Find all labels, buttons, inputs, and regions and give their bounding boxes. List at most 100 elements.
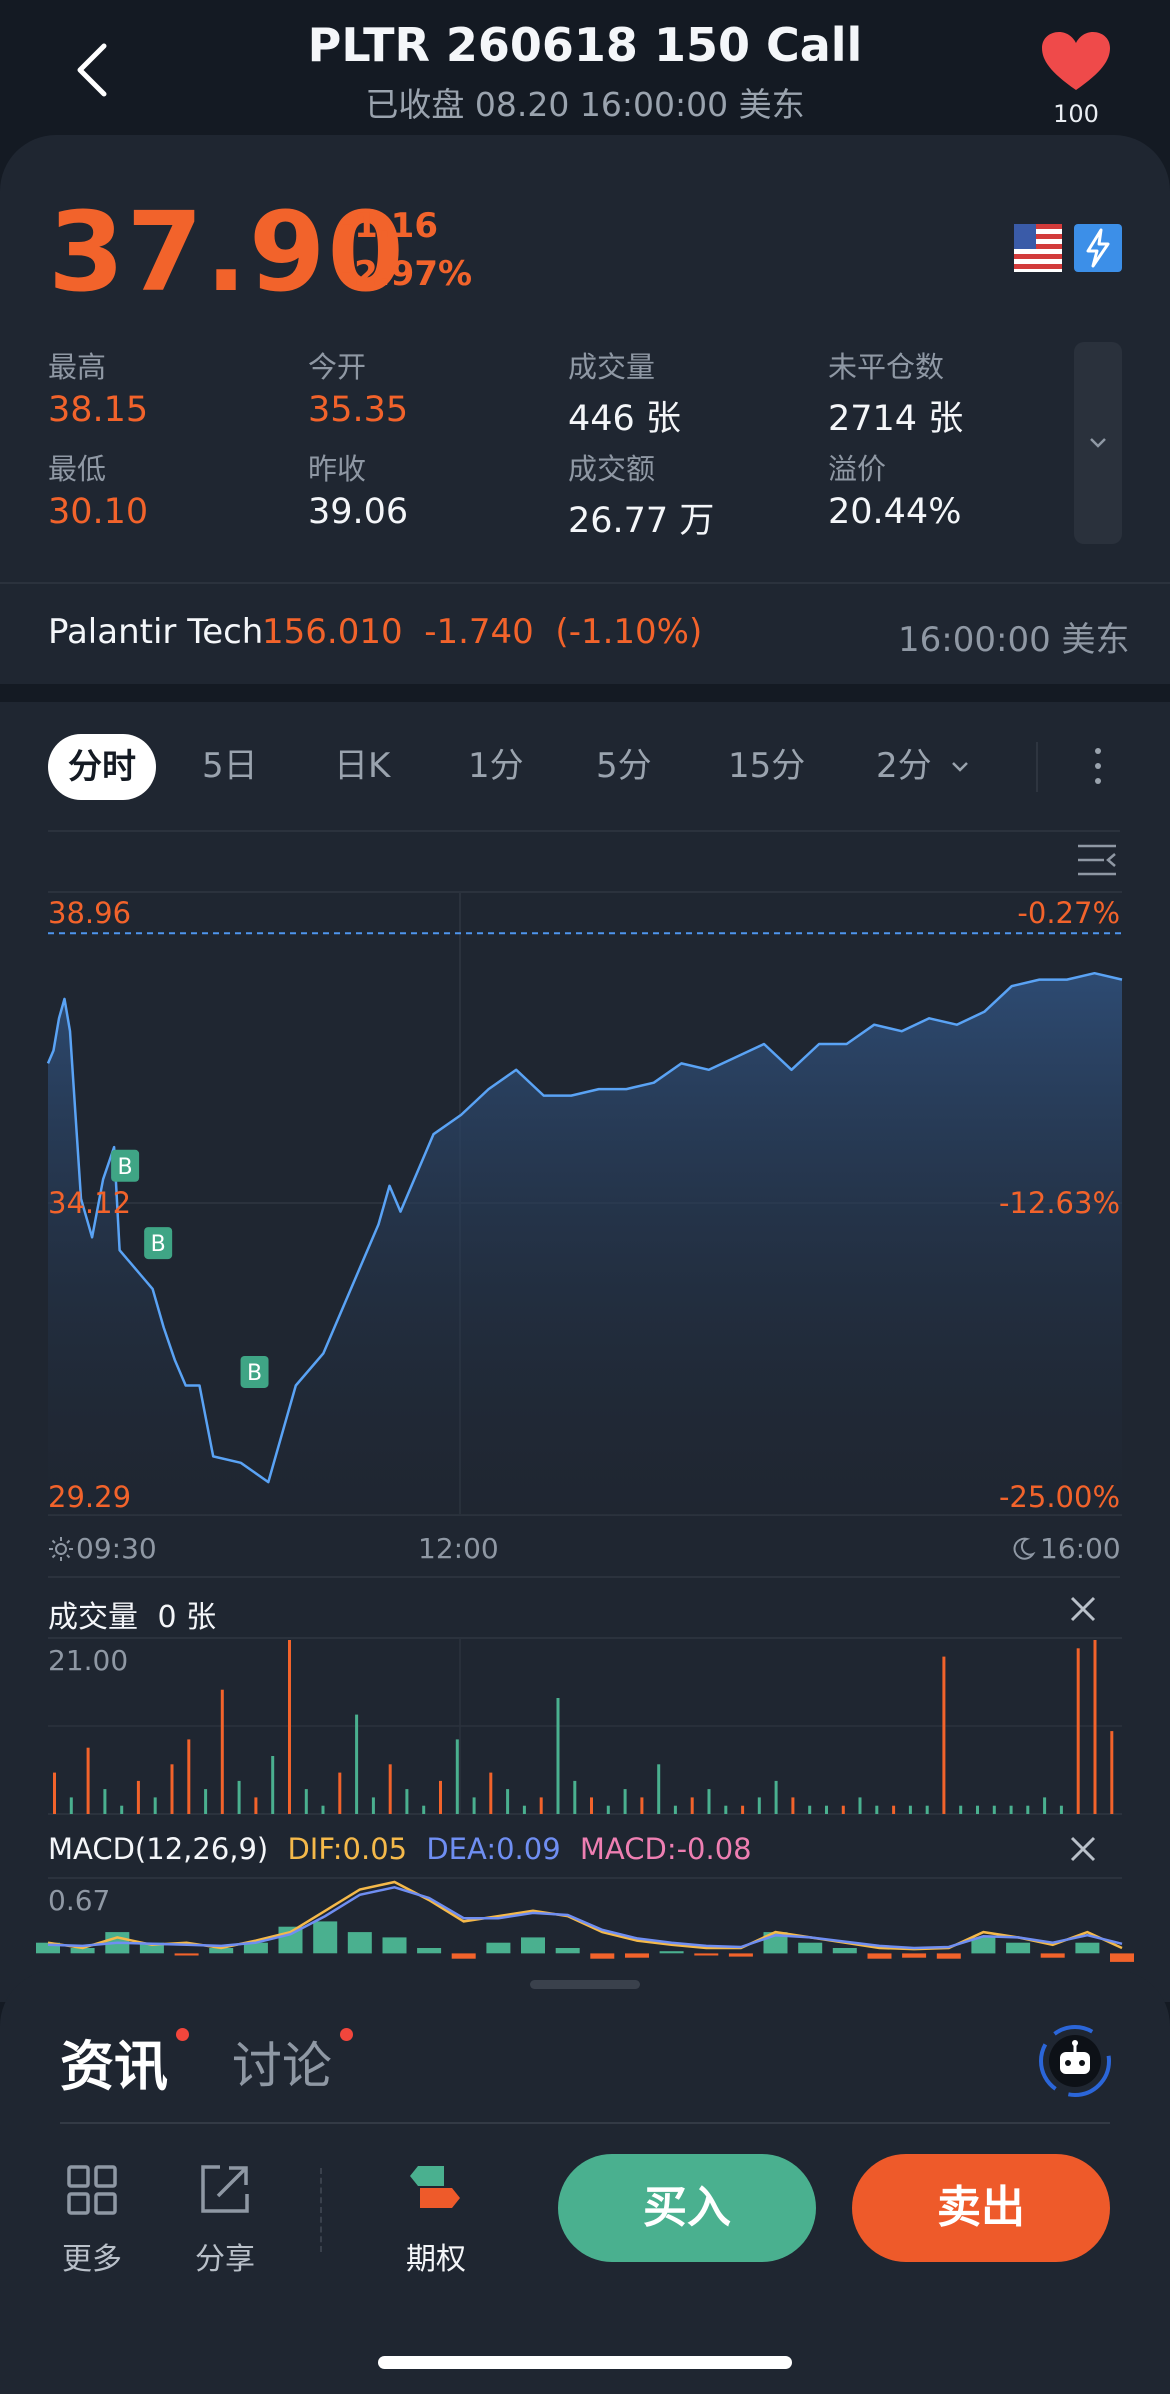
stat-premium-value: 20.44% (828, 492, 962, 532)
discussion-unread-dot (340, 2028, 353, 2041)
volume-bar (741, 1805, 745, 1814)
tab-1min[interactable]: 1分 (468, 746, 524, 786)
stat-premium-label: 溢价 (828, 452, 887, 486)
volume-bar (422, 1805, 426, 1814)
volume-bar (556, 1698, 560, 1814)
volume-bar (808, 1805, 812, 1814)
tab-2min[interactable]: 2分 (876, 746, 932, 786)
volume-bar (657, 1764, 661, 1814)
volume-bar (1076, 1648, 1080, 1814)
macd-bar (902, 1953, 927, 1958)
macd-bar (555, 1948, 580, 1954)
volume-bar (825, 1805, 828, 1814)
volume-bar (1059, 1805, 1063, 1814)
sun-icon (49, 1537, 73, 1561)
options-label[interactable]: 期权 (406, 2242, 466, 2277)
share-icon[interactable] (198, 2162, 252, 2216)
underlying-name: Palantir Tech (48, 612, 264, 652)
lightning-icon (1074, 224, 1122, 272)
underlying-row[interactable] (0, 582, 1170, 684)
more-vertical-icon[interactable] (1086, 745, 1110, 787)
expand-stats-button[interactable] (1074, 342, 1122, 544)
options-icon[interactable] (404, 2162, 466, 2212)
volume-bar (522, 1805, 526, 1814)
volume-bar (590, 1797, 593, 1814)
macd-chart (36, 1877, 1134, 1962)
tab-intraday[interactable]: 分时 (48, 734, 156, 800)
page-title: PLTR 260618 150 Call (307, 18, 863, 72)
share-label[interactable]: 分享 (195, 2242, 255, 2277)
macd-bar (590, 1953, 615, 1959)
macd-dif-label: DIF:0.05 (287, 1832, 408, 1866)
volume-bar (204, 1789, 208, 1814)
tab-daily-k[interactable]: 日K (334, 746, 391, 786)
volume-bar (136, 1780, 140, 1814)
macd-dea-label: DEA:0.09 (426, 1832, 561, 1866)
tab-15min[interactable]: 15分 (728, 746, 806, 786)
volume-bar (942, 1656, 946, 1814)
y-tick-bottom: 29.29 (48, 1480, 132, 1514)
sell-button[interactable]: 卖出 (852, 2154, 1110, 2262)
tab-discussion[interactable]: 讨论 (232, 2037, 332, 2095)
macd-value-label: MACD:-0.08 (579, 1832, 752, 1866)
macd-bar (174, 1953, 199, 1956)
close-icon[interactable] (1068, 1834, 1098, 1864)
volume-bar (690, 1797, 694, 1814)
chevron-left-icon[interactable] (70, 40, 120, 100)
stat-low-value: 30.10 (48, 492, 149, 532)
x-tick-open: 09:30 (76, 1532, 157, 1565)
buy-marker[interactable]: B (144, 1227, 173, 1260)
buy-button[interactable]: 买入 (558, 2154, 816, 2262)
price-area (48, 973, 1122, 1515)
macd-bar (1075, 1942, 1100, 1954)
stat-low-label: 最低 (48, 452, 107, 486)
tab-news[interactable]: 资讯 (60, 2035, 168, 2098)
dif-line (47, 1880, 1123, 1951)
y-right-tick-top: -0.27% (1017, 896, 1120, 930)
volume-bar (1009, 1805, 1013, 1814)
heart-icon[interactable] (1040, 30, 1112, 94)
indicator-settings-icon[interactable] (1076, 842, 1118, 878)
volume-bar (355, 1714, 359, 1814)
chevron-down-icon (1090, 438, 1106, 448)
home-indicator[interactable] (378, 2356, 792, 2369)
volume-bar (86, 1747, 90, 1814)
stat-prev-close-label: 昨收 (308, 452, 367, 486)
macd-bar (867, 1953, 892, 1959)
ai-assistant-icon[interactable] (1038, 2024, 1112, 2098)
tab-5min[interactable]: 5分 (596, 746, 652, 786)
macd-bar (139, 1942, 164, 1954)
tab-5day[interactable]: 5日 (202, 746, 258, 786)
y-right-tick-mid: -12.63% (998, 1186, 1120, 1220)
volume-bar (858, 1797, 862, 1814)
price-chart[interactable]: B B B (0, 880, 1170, 1560)
more-label[interactable]: 更多 (62, 2242, 122, 2277)
volume-bar (405, 1789, 409, 1814)
buy-marker[interactable]: B (240, 1355, 269, 1388)
y-right-tick-bottom: -25.00% (998, 1480, 1120, 1514)
volume-bar (338, 1772, 342, 1814)
macd-bar (798, 1942, 823, 1954)
volume-bar (321, 1805, 325, 1814)
stat-volume-label: 成交量 (568, 350, 656, 384)
stat-prev-close-value: 39.06 (308, 492, 409, 532)
grid-icon[interactable] (66, 2164, 118, 2216)
volume-bar (120, 1805, 124, 1814)
tab-bar-divider (48, 830, 1120, 832)
macd-title: MACD(12,26,9) DIF:0.05 DEA:0.09 MACD:-0.… (48, 1832, 752, 1866)
buy-marker[interactable]: B (111, 1149, 140, 1182)
macd-bar (36, 1942, 60, 1954)
chevron-down-icon[interactable] (950, 760, 970, 774)
volume-bar (892, 1805, 896, 1814)
toolbar-divider (320, 2168, 322, 2252)
macd-bar (521, 1937, 545, 1954)
drag-handle[interactable] (530, 1980, 640, 1989)
stat-turnover-value: 26.77 万 (568, 501, 715, 541)
news-unread-dot (176, 2028, 189, 2041)
volume-bar (640, 1797, 644, 1814)
close-icon[interactable] (1068, 1594, 1098, 1624)
volume-bar (187, 1739, 191, 1814)
volume-label: 成交量 (48, 1600, 138, 1635)
stat-high-label: 最高 (48, 350, 107, 384)
stat-open-interest-value: 2714 张 (828, 399, 964, 439)
